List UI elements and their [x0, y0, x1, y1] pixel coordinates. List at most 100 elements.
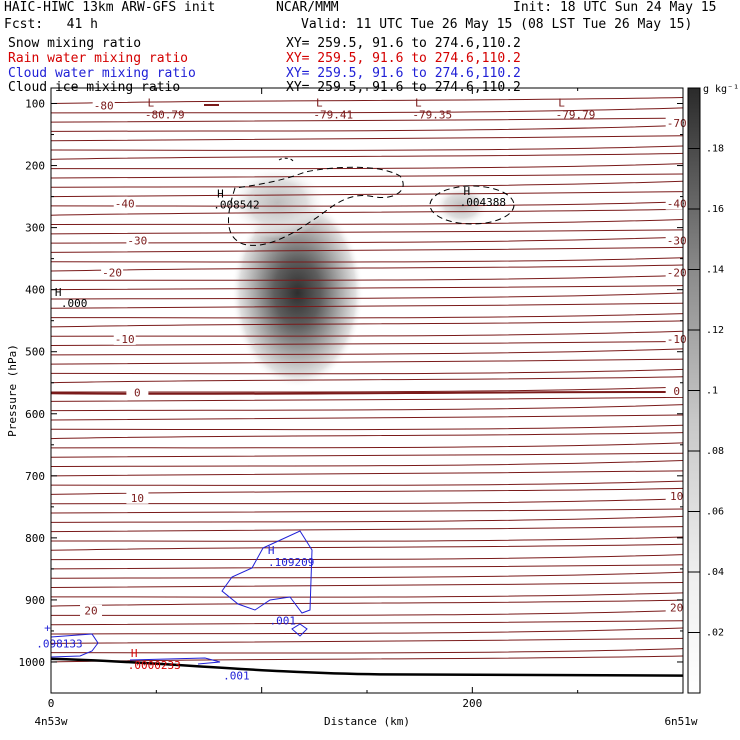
- center-label: NCAR/MMM: [276, 0, 339, 15]
- temperature-isoline: [51, 191, 683, 198]
- colorbar-tick-label: .14: [706, 265, 724, 276]
- temperature-label: -70: [667, 117, 687, 130]
- temperature-isoline: [51, 460, 683, 468]
- temperature-isoline: [51, 526, 683, 533]
- temperature-isoline: [51, 320, 683, 328]
- temperature-label-bg: [665, 601, 688, 614]
- colorbar-tick-label: .16: [706, 204, 724, 215]
- temperature-isoline: [51, 208, 683, 216]
- temperature-isoline: [51, 264, 683, 272]
- colorbar-tick-label: .18: [706, 144, 724, 155]
- y-tick-label: 1000: [19, 656, 46, 669]
- temperature-label: 20: [84, 605, 97, 618]
- temperature-isoline: [51, 515, 683, 523]
- cloud-water-contour-left: [51, 633, 99, 658]
- forecast-hour: Fcst: 41 h: [4, 17, 98, 32]
- colorbar-tick-label: .08: [706, 446, 724, 457]
- field-rain-xy: XY= 259.5, 91.6 to 274.6,110.2: [286, 51, 521, 66]
- temperature-isoline: [51, 620, 683, 626]
- colorbar-tick-label: .06: [706, 507, 724, 518]
- snow-value-label: .000: [61, 297, 88, 310]
- temperature-label: -80: [94, 100, 114, 113]
- temperature-label-bg: [665, 385, 688, 398]
- temperature-isoline: [51, 246, 683, 253]
- high-marker: H: [464, 185, 471, 198]
- cloud-water-value-label: .109209: [268, 556, 314, 569]
- field-cloud-water-xy: XY= 259.5, 91.6 to 274.6,110.2: [286, 66, 521, 81]
- valid-time: Valid: 11 UTC Tue 26 May 15 (08 LST Tue …: [301, 17, 693, 32]
- temperature-label: -20: [667, 267, 687, 280]
- y-tick-label: 500: [25, 346, 45, 359]
- temperature-label: -20: [102, 267, 122, 280]
- temperature-label: 0: [673, 385, 680, 398]
- temperature-isoline: [51, 257, 683, 263]
- terrain-surface: [51, 657, 683, 677]
- temperature-label-bg: [113, 197, 136, 210]
- temperature-label-bg: [665, 489, 688, 502]
- temperature-isoline: [51, 302, 683, 309]
- low-marker: L: [558, 96, 565, 109]
- temperature-isoline: [51, 274, 683, 281]
- low-marker: L: [415, 96, 422, 109]
- temperature-isoline: [51, 648, 683, 654]
- temperature-isoline: [51, 609, 683, 616]
- x-tick-label: 200: [462, 697, 482, 710]
- temperature-isoline: [51, 480, 683, 486]
- temperature-isoline: [51, 508, 683, 514]
- low-value-label: -79.35: [412, 108, 452, 121]
- temperature-isoline: [51, 404, 683, 412]
- temperature-isoline: [51, 201, 683, 207]
- temperature-label: 0: [134, 386, 141, 399]
- high-marker: H: [131, 647, 138, 660]
- cloud-ice-core: [231, 197, 364, 388]
- high-marker: H: [55, 286, 62, 299]
- temperature-label: -10: [115, 333, 135, 346]
- temperature-isoline: [51, 599, 683, 607]
- low-value-label: -79.79: [556, 108, 596, 121]
- temperature-label: 10: [131, 492, 144, 505]
- y-tick-label: 200: [25, 160, 45, 173]
- x-axis-label: Distance (km): [324, 715, 410, 728]
- temperature-label: -40: [667, 198, 687, 211]
- low-marker: L: [316, 96, 323, 109]
- temperature-label-bg: [665, 332, 688, 345]
- temperature-isoline: [51, 358, 683, 365]
- temperature-isoline: [51, 368, 683, 375]
- temperature-contours: [51, 97, 683, 663]
- temperature-label-bg: [126, 491, 149, 504]
- model-title: HAIC-HIWC 13km ARW-GFS init: [4, 0, 216, 15]
- temperature-isoline: [51, 554, 683, 561]
- contour-labels: -80 -70 -40 -40 -30 -30 -20 -20 -10 -10 0 0 10 10 20 20…: [36, 96, 688, 683]
- snow-contour-right: [429, 185, 515, 225]
- temperature-isoline: [51, 592, 683, 598]
- temperature-isoline: [51, 470, 683, 477]
- cloud-ice-upper-lobe: [229, 166, 326, 239]
- x-tick-label: 0: [48, 697, 55, 710]
- high-marker: +: [44, 621, 51, 634]
- temperature-isoline: [51, 655, 683, 663]
- snow-contour-small: [278, 157, 294, 162]
- temperature-isoline: [51, 152, 683, 160]
- snow-value-label: .008542: [213, 198, 259, 211]
- cloud-water-contour-surface: [129, 657, 221, 665]
- low-value-label: -80.79: [145, 108, 185, 121]
- temperature-isoline: [51, 180, 683, 188]
- temperature-label-bg: [665, 116, 688, 129]
- colorbar: .02 .04 .06 .08 .1 .12 .14 .16 .18 g kg⁻¹: [687, 84, 739, 694]
- temperature-label: 10: [670, 490, 683, 503]
- y-tick-label: 700: [25, 470, 45, 483]
- x-start-location: 4n53w: [34, 715, 67, 728]
- y-tick-label: 400: [25, 284, 45, 297]
- field-snow-label: Snow mixing ratio: [8, 36, 142, 51]
- temperature-label-bg: [665, 197, 688, 210]
- snow-contours: [228, 157, 515, 246]
- temperature-label-bg: [126, 234, 149, 247]
- rain-value-label: .0000233: [128, 659, 181, 672]
- temperature-isoline: [51, 442, 683, 449]
- temperature-label-bg: [80, 604, 103, 617]
- temperature-label: 20: [670, 602, 683, 615]
- temperature-label-bg: [665, 234, 688, 247]
- y-tick-label: 300: [25, 222, 45, 235]
- temperature-label-bg: [126, 386, 149, 399]
- cloud-water-contour-main: [221, 530, 313, 614]
